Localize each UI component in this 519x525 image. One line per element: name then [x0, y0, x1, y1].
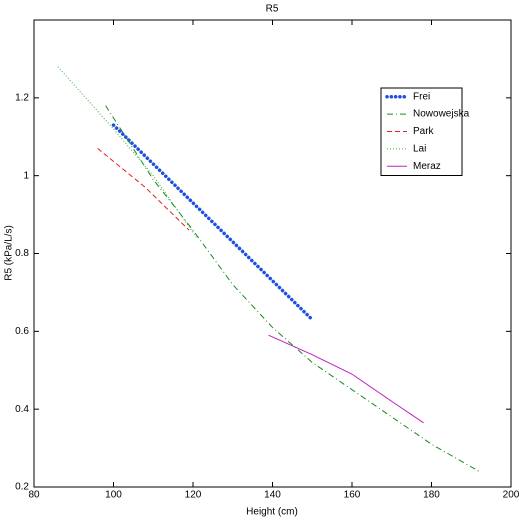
- y-tick-label: 0.4: [15, 404, 29, 415]
- y-tick-label: 0.6: [15, 326, 29, 337]
- legend-label: Nowowejska: [413, 109, 470, 120]
- x-tick-label: 120: [185, 490, 202, 501]
- y-axis-label: R5 (kPa/L/s): [4, 225, 15, 281]
- series-line: [111, 123, 314, 322]
- series-line: [105, 105, 480, 472]
- x-tick-label: 140: [264, 490, 281, 501]
- legend-label: Park: [413, 126, 435, 137]
- legend-label: Lai: [413, 144, 426, 155]
- x-axis-label: Height (cm): [246, 507, 298, 518]
- y-tick-label: 0.2: [15, 482, 29, 493]
- x-tick-label: 160: [344, 490, 361, 501]
- series-line: [268, 334, 424, 424]
- y-tick-label: 1: [23, 170, 29, 181]
- y-tick-label: 1.2: [15, 92, 29, 103]
- x-tick-label: 200: [503, 490, 519, 501]
- x-tick-label: 100: [105, 490, 122, 501]
- x-tick-label: 180: [423, 490, 440, 501]
- x-tick-label: 80: [28, 490, 40, 501]
- y-tick-label: 0.8: [15, 248, 29, 259]
- legend-box: [380, 87, 463, 176]
- legend-label: Frei: [413, 91, 430, 102]
- series-line: [97, 148, 190, 231]
- series-line: [57, 66, 198, 239]
- chart-title: R5: [266, 4, 279, 15]
- legend-label: Meraz: [413, 161, 441, 172]
